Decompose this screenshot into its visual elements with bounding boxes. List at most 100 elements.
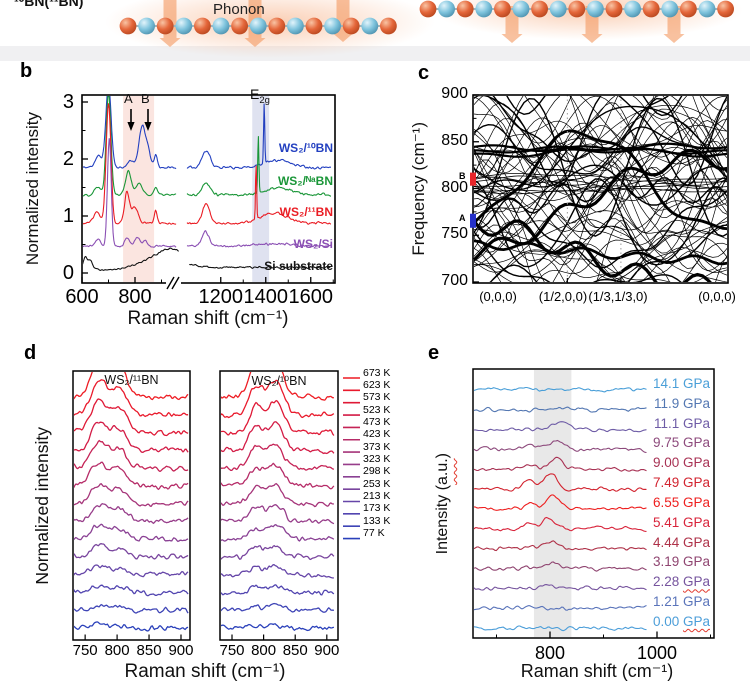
pressure-value: 3.19 xyxy=(652,554,683,570)
panel-letter-e: e xyxy=(428,342,440,364)
panel-c-xtick: (0,0,0) xyxy=(479,289,517,304)
boron-atom xyxy=(119,17,137,35)
temperature-curve xyxy=(221,623,335,632)
phonon-band xyxy=(474,145,727,155)
temperature-curve xyxy=(74,543,189,560)
temperature-curve xyxy=(221,443,335,472)
nitrogen-atom xyxy=(287,17,304,35)
schematic-canvas xyxy=(0,0,750,61)
axis-break-icon xyxy=(171,276,180,290)
temperature-curve xyxy=(221,544,335,561)
nitrogen-atom xyxy=(361,17,379,35)
nitrogen-atom xyxy=(661,0,679,18)
phonon-band xyxy=(474,159,727,269)
nitrogen-atom xyxy=(512,0,530,18)
phonon-band xyxy=(506,96,683,117)
panel-d-xtick: 900 xyxy=(168,642,194,659)
panel-c-marker-label-A: A xyxy=(459,213,466,223)
temperature-curve xyxy=(74,523,189,543)
pressure-unit: GPa xyxy=(682,554,710,570)
temperature-curve xyxy=(74,564,189,578)
legend-temperature-label: 573 K xyxy=(363,391,391,404)
panel-b-xtick: 1200 xyxy=(198,286,244,308)
legend-temperature-label: 173 K xyxy=(363,502,391,515)
panel-d-plot xyxy=(72,370,360,641)
boron-atom xyxy=(494,0,511,18)
pressure-label: 6.55 GPa xyxy=(620,495,710,510)
panel-e-ylabel: Intensity (a.u.) xyxy=(434,452,451,555)
phonon-band xyxy=(474,120,727,211)
boron-atom xyxy=(305,17,323,35)
pressure-value: 0.00 xyxy=(652,613,683,629)
panel-b-ytick: 2 xyxy=(62,148,74,170)
legend-temperature-label: 473 K xyxy=(363,415,391,428)
spectrum-curve xyxy=(83,247,180,271)
pressure-value: 7.49 xyxy=(652,475,683,491)
nitrogen-atom xyxy=(698,0,716,18)
panel-b-xlabel: Raman shift (cm⁻¹) xyxy=(127,308,289,329)
panel-b-ytick: 1 xyxy=(62,205,74,227)
temperature-curve xyxy=(74,439,189,472)
phonon-band xyxy=(474,99,727,185)
temperature-curve xyxy=(221,462,335,490)
temperature-curve xyxy=(221,564,334,579)
pressure-unit: GPa xyxy=(682,415,710,431)
panel-d-xtick: 750 xyxy=(219,642,245,659)
panel-c-xtick: (1/2,0,0) xyxy=(538,289,588,304)
temperature-curve xyxy=(221,372,335,401)
pressure-curve xyxy=(474,540,647,552)
pressure-curve xyxy=(474,561,647,572)
phonon-band xyxy=(474,96,727,199)
boron-atom xyxy=(717,0,734,18)
annotation-arrowhead-A xyxy=(127,122,135,131)
temperature-curve xyxy=(74,584,189,597)
boron-atom xyxy=(380,17,397,35)
pressure-label: 2.28 GPa xyxy=(620,574,710,589)
phonon-band xyxy=(485,96,727,146)
phonon-band xyxy=(474,218,727,261)
pressure-unit: GPa xyxy=(682,534,710,550)
pressure-label: 9.00 GPa xyxy=(620,455,710,470)
panel-c-ytick: 900 xyxy=(441,85,468,102)
pressure-unit: GPa xyxy=(682,494,710,510)
phonon-band xyxy=(474,177,727,268)
panel-b-xtick: 600 xyxy=(65,286,99,308)
panel-d-xtick: 800 xyxy=(251,642,277,659)
phonon-band xyxy=(474,104,727,178)
panel-b-annotation-B: B xyxy=(141,91,150,106)
phonon-band xyxy=(474,180,727,192)
legend-temperature-label: 423 K xyxy=(363,428,391,441)
phonon-band xyxy=(474,175,727,186)
temperature-curve xyxy=(74,502,189,525)
nitrogen-atom xyxy=(138,17,156,35)
marker-A xyxy=(470,213,476,228)
pressure-value: 1.21 xyxy=(652,594,683,610)
panel-d-xtick: 800 xyxy=(104,642,130,659)
panel-c-xtick: (1/3,1/3,0) xyxy=(588,289,648,304)
panel-d-xtick: 900 xyxy=(314,642,340,659)
pressure-label: 5.41 GPa xyxy=(620,515,710,530)
pressure-label: 14.1 GPa xyxy=(620,376,710,391)
nitrogen-atom xyxy=(249,17,267,35)
pressure-curve xyxy=(474,439,647,454)
panel-c-marker-label-B: B xyxy=(459,171,466,181)
pressure-value: 9.00 xyxy=(652,455,683,471)
pressure-unit: GPa xyxy=(682,435,710,451)
pressure-label: 4.44 GPa xyxy=(620,535,710,550)
schematic: ¹⁰BN(¹¹BN) Phonon xyxy=(0,0,750,62)
temperature-curve xyxy=(221,504,335,525)
temperature-curve xyxy=(221,523,335,542)
temperature-curve xyxy=(74,621,189,632)
pressure-label: 0.00 GPa xyxy=(620,614,710,629)
boron-atom xyxy=(342,17,360,35)
phonon-band xyxy=(489,210,727,282)
pressure-unit: GPa xyxy=(682,376,710,391)
panel-d-xtick: 850 xyxy=(282,642,308,659)
boron-atom xyxy=(456,0,474,18)
phonon-band xyxy=(474,249,727,282)
pressure-label: 11.1 GPa xyxy=(620,416,710,431)
pressure-unit: GPa xyxy=(682,475,710,491)
phonon-band xyxy=(474,242,727,282)
panel-b-ytick: 3 xyxy=(62,91,74,113)
spectrum-curve xyxy=(83,137,177,248)
